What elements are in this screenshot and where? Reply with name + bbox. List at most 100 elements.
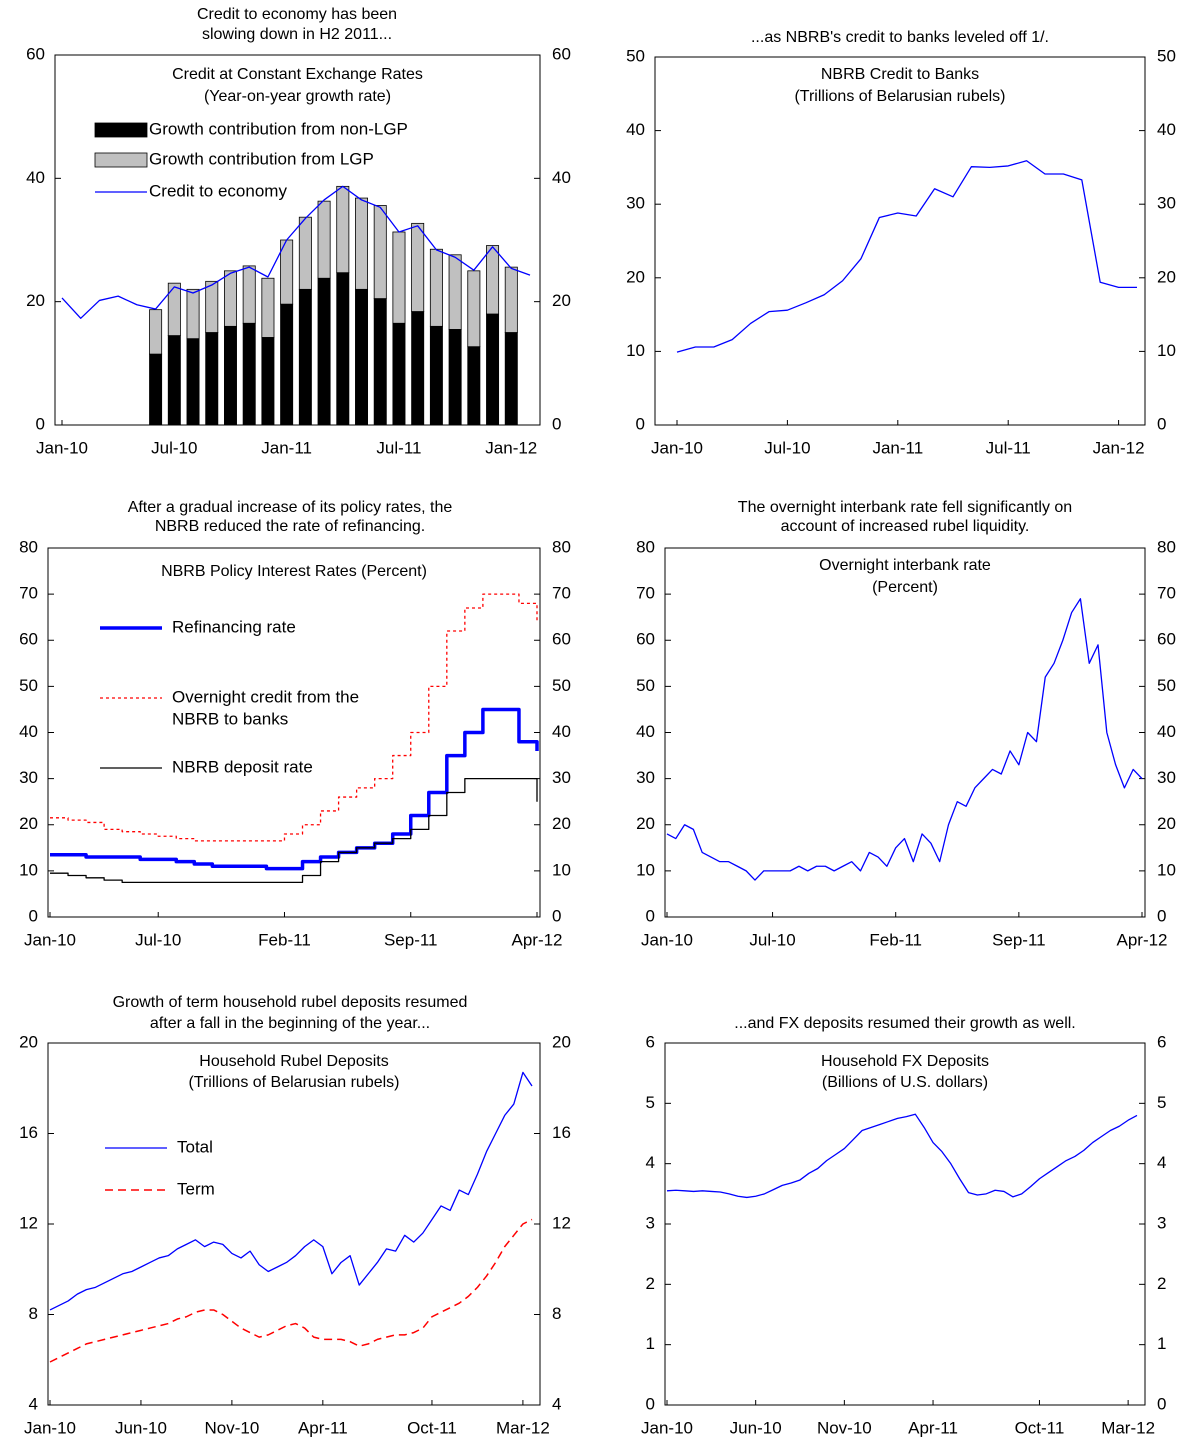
- x-tick-label: Jul-10: [764, 438, 810, 457]
- y-tick-label: 1: [646, 1334, 655, 1353]
- x-tick-label: Jul-10: [749, 930, 795, 949]
- legend-swatch: [94, 152, 148, 168]
- y-tick-label: 0: [646, 1394, 655, 1413]
- bar: [448, 254, 462, 330]
- x-tick-label: Oct-11: [407, 1418, 457, 1437]
- y2-tick-label: 80: [1157, 537, 1176, 556]
- y2-tick-label: 40: [552, 722, 571, 741]
- bar: [298, 288, 312, 426]
- y2-tick-label: 0: [552, 414, 561, 433]
- bar: [280, 303, 294, 426]
- y2-tick-label: 12: [552, 1213, 571, 1232]
- y-tick-label: 0: [29, 906, 38, 925]
- y-tick-label: 80: [636, 537, 655, 556]
- y-tick-label: 40: [26, 168, 45, 187]
- y2-tick-label: 50: [1157, 46, 1176, 65]
- y-tick-label: 70: [19, 584, 38, 603]
- y-tick-label: 5: [646, 1093, 655, 1112]
- bar: [486, 313, 500, 426]
- series-line: [666, 1113, 1138, 1199]
- plot-frame: [654, 56, 1146, 426]
- y2-tick-label: 10: [552, 860, 571, 879]
- series-line: [50, 593, 538, 842]
- bar: [355, 288, 369, 426]
- x-tick-label: Apr-11: [298, 1418, 348, 1437]
- bar: [242, 265, 256, 324]
- bar: [167, 335, 181, 426]
- y-tick-label: 50: [626, 46, 645, 65]
- y2-tick-label: 0: [552, 906, 561, 925]
- x-tick-label: Jul-11: [986, 438, 1031, 457]
- y-tick-label: 20: [19, 1032, 38, 1051]
- y-tick-label: 70: [636, 584, 655, 603]
- legend-label: NBRB to banks: [172, 709, 288, 728]
- chart-subtitle: Household Rubel Deposits: [199, 1053, 388, 1070]
- series-line: [49, 1218, 533, 1363]
- x-tick-label: Oct-11: [1015, 1418, 1065, 1437]
- y2-tick-label: 0: [1157, 1394, 1166, 1413]
- series-line: [61, 185, 531, 319]
- y2-tick-label: 30: [1157, 768, 1176, 787]
- legend-label: Total: [177, 1137, 213, 1156]
- bar: [298, 216, 312, 290]
- bar: [261, 277, 275, 338]
- legend-label: Credit to economy: [149, 181, 287, 200]
- y2-tick-label: 30: [552, 768, 571, 787]
- y-tick-label: 30: [19, 768, 38, 787]
- bar: [186, 288, 200, 340]
- chart-title: Credit to economy has been: [197, 6, 397, 23]
- bar: [317, 200, 331, 279]
- legend-label: Refinancing rate: [172, 617, 296, 636]
- plot-frame: [54, 54, 541, 426]
- x-tick-label: Jan-12: [1093, 438, 1145, 457]
- y2-tick-label: 6: [1157, 1032, 1166, 1051]
- y2-tick-label: 4: [552, 1394, 561, 1413]
- y2-tick-label: 60: [552, 44, 571, 63]
- chart-subtitle: Overnight interbank rate: [819, 557, 991, 574]
- x-tick-label: Jan-10: [641, 1418, 693, 1437]
- series-line: [676, 160, 1137, 353]
- chart-subtitle: (Billions of U.S. dollars): [822, 1074, 988, 1091]
- y-tick-label: 50: [19, 676, 38, 695]
- series-line: [666, 598, 1143, 881]
- legend-label: Growth contribution from LGP: [149, 149, 374, 168]
- y-tick-label: 40: [19, 722, 38, 741]
- chart-subtitle: Credit at Constant Exchange Rates: [172, 66, 423, 83]
- x-tick-label: Nov-10: [817, 1418, 872, 1437]
- y2-tick-label: 10: [1157, 341, 1176, 360]
- x-tick-label: Apr-12: [511, 930, 562, 949]
- y-tick-label: 0: [36, 414, 45, 433]
- y2-tick-label: 0: [1157, 906, 1166, 925]
- bar: [149, 309, 163, 355]
- x-tick-label: Jul-11: [376, 438, 421, 457]
- x-tick-label: Sep-11: [384, 930, 438, 949]
- legend-label: NBRB deposit rate: [172, 757, 313, 776]
- bar: [448, 329, 462, 426]
- chart-title: slowing down in H2 2011...: [202, 26, 392, 43]
- y2-tick-label: 60: [552, 630, 571, 649]
- y2-tick-label: 40: [552, 168, 571, 187]
- y-tick-label: 16: [19, 1123, 38, 1142]
- y2-tick-label: 5: [1157, 1093, 1166, 1112]
- y2-tick-label: 40: [1157, 722, 1176, 741]
- x-tick-label: Jul-10: [151, 438, 197, 457]
- x-tick-label: Feb-11: [869, 930, 922, 949]
- x-tick-label: Jan-11: [261, 438, 312, 457]
- bar: [373, 298, 387, 426]
- chart-subtitle: (Trillions of Belarusian rubels): [188, 1074, 399, 1091]
- bar: [261, 337, 275, 426]
- x-tick-label: Jan-10: [24, 930, 76, 949]
- y-tick-label: 20: [26, 291, 45, 310]
- y-tick-label: 10: [19, 860, 38, 879]
- y2-tick-label: 8: [552, 1304, 561, 1323]
- bar: [504, 266, 518, 333]
- y2-tick-label: 0: [1157, 414, 1166, 433]
- x-tick-label: Sep-11: [992, 930, 1046, 949]
- y2-tick-label: 60: [1157, 630, 1176, 649]
- x-tick-label: Jan-10: [651, 438, 703, 457]
- bar: [411, 311, 425, 426]
- plot-frame: [664, 1042, 1146, 1406]
- chart-subtitle: (Percent): [872, 579, 938, 596]
- legend-label: Term: [177, 1179, 215, 1198]
